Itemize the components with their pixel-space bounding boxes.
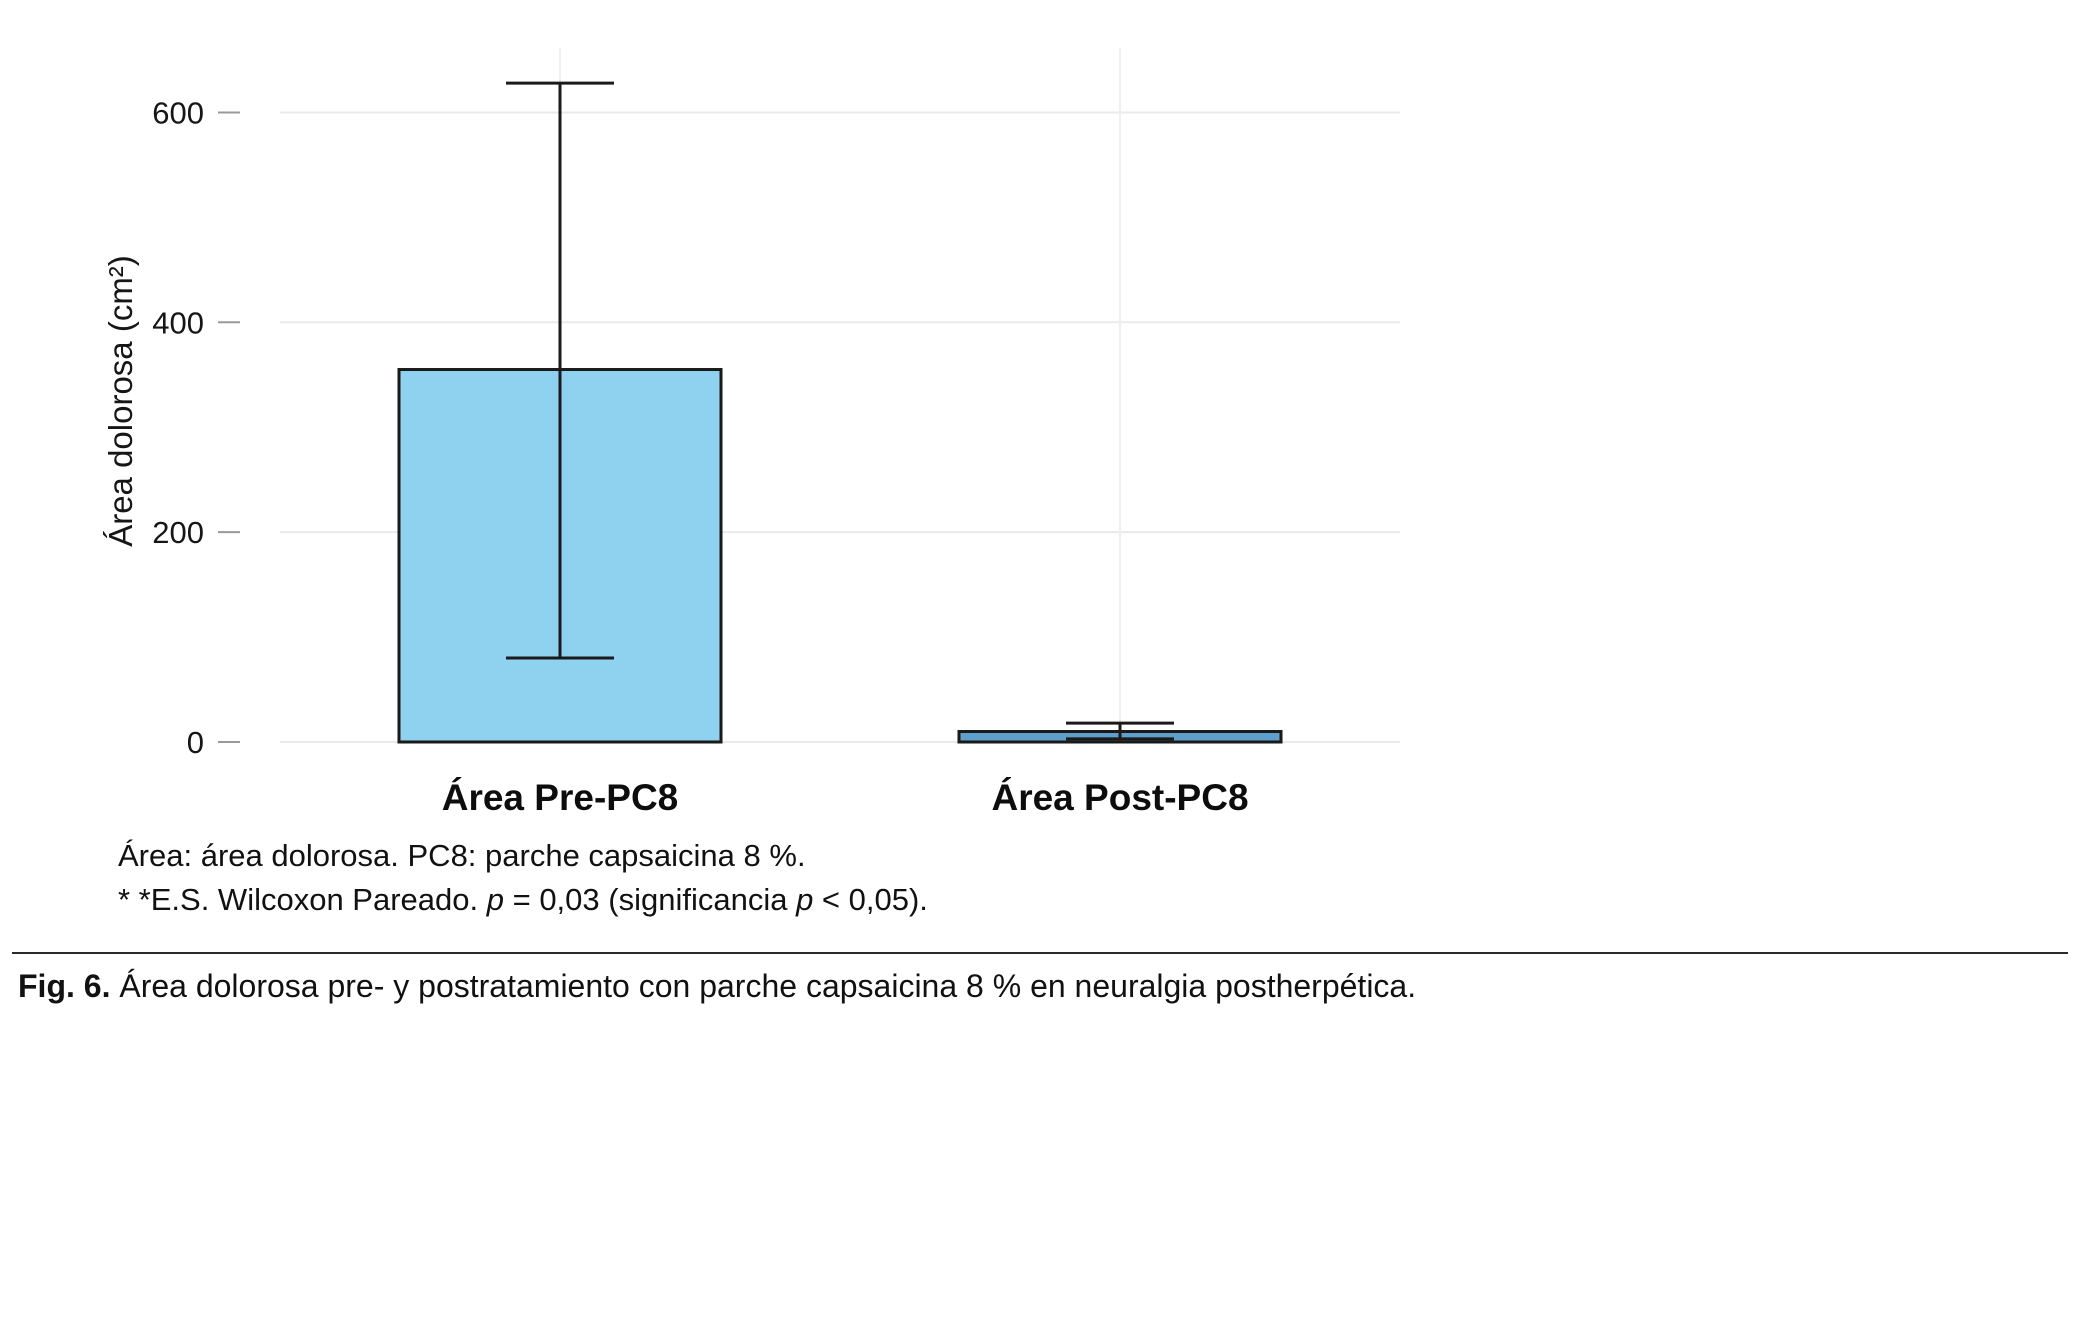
figure-caption-text: Área dolorosa pre- y postratamiento con … [110,968,1417,1005]
y-tick-label: 0 [187,725,204,760]
footnote-2-p-italic-2: p [796,882,814,918]
footnote-2-text-b: = 0,03 (significancia [503,882,797,918]
bar-chart: 0 200 400 600 Área Pre-PC8 Área Post-PC8 Área … [102,48,1400,818]
footnote-2-text-a: * *E.S. Wilcoxon Pareado. [118,882,487,918]
y-tick-label: 600 [152,95,204,130]
footnote-line-1: Área: área dolorosa. PC8: parche capsaic… [118,838,806,873]
category-label: Área Post-PC8 [991,777,1248,818]
y-axis-label: Área dolorosa (cm²) [102,255,139,547]
y-tick-label: 400 [152,305,204,340]
footnote-line-2: * *E.S. Wilcoxon Pareado. p = 0,03 (sign… [118,878,2080,922]
chart-footnotes: Área: área dolorosa. PC8: parche capsaic… [118,834,2080,922]
category-label: Área Pre-PC8 [442,777,679,818]
y-tick-label: 200 [152,515,204,550]
footnote-2-text-c: < 0,05). [813,882,928,918]
figure-number-label: Fig. 6. [18,968,111,1005]
footnote-2-p-italic-1: p [486,882,504,918]
caption-divider [12,952,2068,955]
figure-caption: Fig. 6. Área dolorosa pre- y postratamie… [18,968,2080,1005]
